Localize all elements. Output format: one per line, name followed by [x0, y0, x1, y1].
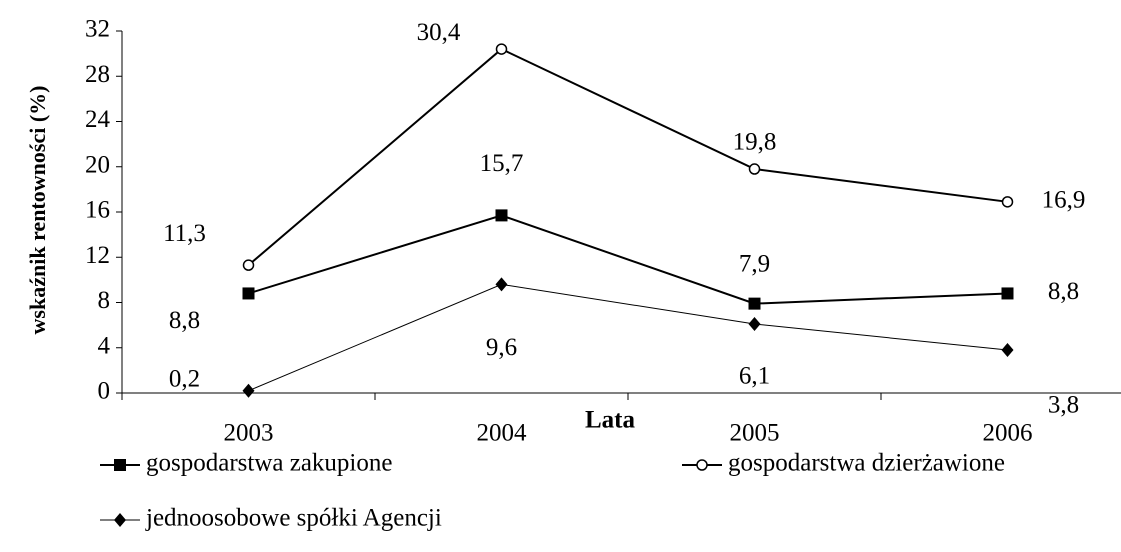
- legend-label: jednoosobowe spółki Agencji: [145, 505, 442, 532]
- series-line: [248, 214, 1008, 305]
- point: [495, 43, 508, 55]
- data-label: 7,9: [739, 250, 770, 277]
- y-tick-label: 24: [85, 106, 111, 133]
- legend-marker: [114, 459, 126, 471]
- y-tick-label: 20: [85, 151, 110, 178]
- point: [1001, 287, 1014, 300]
- data-label: 8,8: [1048, 278, 1079, 305]
- y-tick-label: 12: [85, 242, 110, 269]
- x-tick-label: 2003: [224, 420, 274, 447]
- point: [242, 287, 255, 300]
- x-tick-label: 2005: [730, 420, 780, 447]
- point: [1001, 196, 1014, 208]
- point: [242, 259, 255, 271]
- point: [1001, 343, 1014, 358]
- y-tick-label: 0: [98, 378, 111, 405]
- legend-marker: [696, 459, 708, 471]
- point: [495, 209, 508, 222]
- data-label: 0,2: [169, 365, 200, 392]
- data-label: 3,8: [1048, 392, 1079, 419]
- series-line: [248, 283, 1008, 392]
- point: [748, 316, 761, 331]
- legend-label: gospodarstwa dzierżawione: [728, 450, 1005, 477]
- data-label: 16,9: [1042, 187, 1086, 214]
- point: [748, 163, 761, 175]
- point: [495, 277, 508, 292]
- data-label: 19,8: [733, 129, 777, 156]
- data-label: 8,8: [169, 307, 200, 334]
- y-tick-label: 28: [85, 61, 110, 88]
- point: [748, 297, 761, 310]
- point: [242, 383, 255, 398]
- data-label: 15,7: [480, 150, 524, 177]
- data-label: 9,6: [486, 334, 517, 361]
- legend-marker: [114, 513, 126, 527]
- x-axis-label: Lata: [585, 407, 636, 434]
- data-label: 30,4: [417, 19, 461, 46]
- legend-label: gospodarstwa zakupione: [146, 450, 392, 477]
- y-axis-label: wskaźnik rentowności (%): [25, 86, 50, 335]
- y-tick-label: 8: [98, 287, 111, 314]
- x-tick-label: 2004: [477, 420, 528, 447]
- data-label: 11,3: [163, 220, 206, 247]
- y-tick-label: 16: [85, 197, 110, 224]
- x-tick-label: 2006: [983, 420, 1033, 447]
- data-label: 6,1: [739, 363, 770, 390]
- y-tick-label: 32: [85, 16, 110, 43]
- series-line: [247, 47, 1008, 266]
- y-tick-label: 4: [98, 332, 111, 359]
